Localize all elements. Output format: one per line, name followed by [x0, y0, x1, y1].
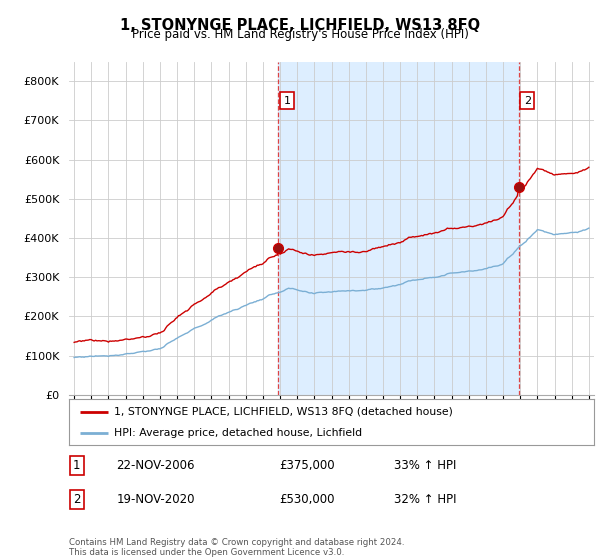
Text: 33% ↑ HPI: 33% ↑ HPI	[395, 459, 457, 472]
Text: HPI: Average price, detached house, Lichfield: HPI: Average price, detached house, Lich…	[113, 428, 362, 438]
Text: Price paid vs. HM Land Registry's House Price Index (HPI): Price paid vs. HM Land Registry's House …	[131, 28, 469, 41]
Text: 2: 2	[524, 96, 531, 106]
Bar	[278, 62, 518, 395]
Text: 22-NOV-2006: 22-NOV-2006	[116, 459, 195, 472]
Text: £530,000: £530,000	[279, 493, 335, 506]
Text: Contains HM Land Registry data © Crown copyright and database right 2024.
This d: Contains HM Land Registry data © Crown c…	[69, 538, 404, 557]
Text: 32% ↑ HPI: 32% ↑ HPI	[395, 493, 457, 506]
Text: £375,000: £375,000	[279, 459, 335, 472]
Text: 1, STONYNGE PLACE, LICHFIELD, WS13 8FQ (detached house): 1, STONYNGE PLACE, LICHFIELD, WS13 8FQ (…	[113, 407, 452, 417]
Text: 1: 1	[283, 96, 290, 106]
Text: 1, STONYNGE PLACE, LICHFIELD, WS13 8FQ: 1, STONYNGE PLACE, LICHFIELD, WS13 8FQ	[120, 18, 480, 33]
Text: 2: 2	[73, 493, 80, 506]
Text: 19-NOV-2020: 19-NOV-2020	[116, 493, 195, 506]
Text: 1: 1	[73, 459, 80, 472]
